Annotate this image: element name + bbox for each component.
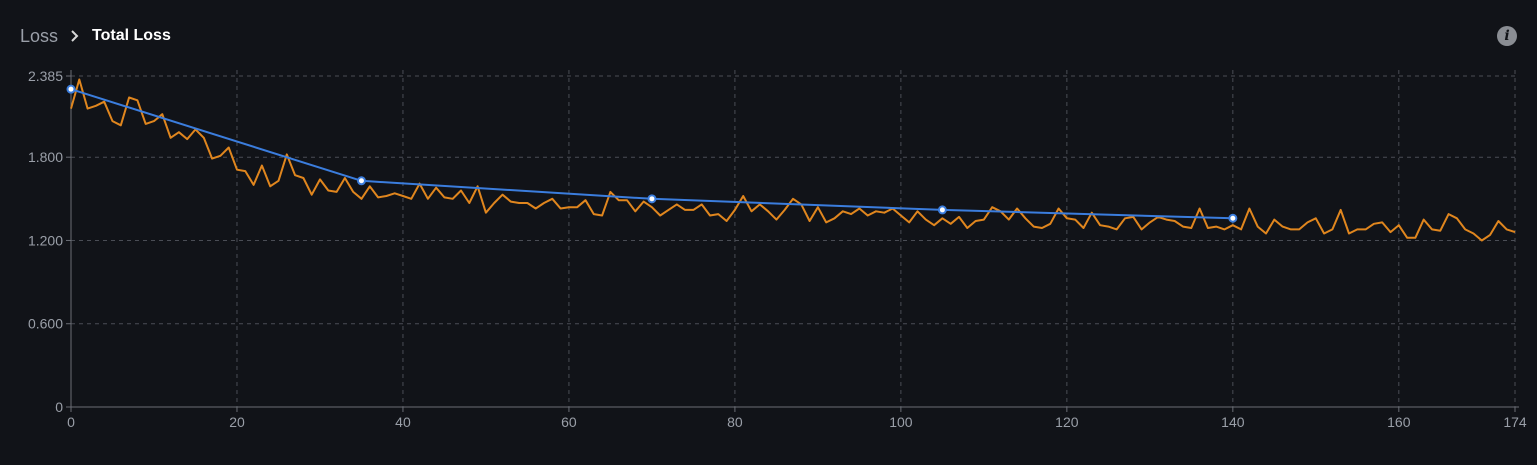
y-tick-label: 1.800 xyxy=(28,149,63,165)
axes xyxy=(66,70,1519,412)
x-tick-label: 60 xyxy=(561,414,577,430)
tick-labels: 0 20 40 60 80 100 120 140 160 174 0 0.600 1.200 1.800… xyxy=(28,68,1527,430)
x-tick-label: 80 xyxy=(727,414,743,430)
x-tick-label: 100 xyxy=(889,414,913,430)
grid xyxy=(71,70,1519,408)
smoothed-loss-point[interactable] xyxy=(356,176,366,186)
info-icon[interactable]: i xyxy=(1497,26,1517,46)
x-tick-label: 120 xyxy=(1055,414,1079,430)
smoothed-loss-point[interactable] xyxy=(1228,213,1238,223)
breadcrumb-current: Total Loss xyxy=(92,27,171,44)
x-tick-label: 0 xyxy=(67,414,75,430)
x-tick-label: 40 xyxy=(395,414,411,430)
raw-loss-line xyxy=(70,78,1516,242)
x-tick-label: 20 xyxy=(229,414,245,430)
smoothed-loss-point[interactable] xyxy=(66,84,76,94)
x-tick-label: 160 xyxy=(1387,414,1411,430)
x-tick-label: 174 xyxy=(1503,414,1527,430)
y-tick-label: 0.600 xyxy=(28,316,63,332)
x-tick-label: 140 xyxy=(1221,414,1245,430)
y-tick-label: 2.385 xyxy=(28,68,63,84)
breadcrumb: Loss Total Loss xyxy=(20,24,171,48)
y-tick-label: 1.200 xyxy=(28,232,63,248)
chevron-right-icon xyxy=(68,29,82,43)
breadcrumb-parent[interactable]: Loss xyxy=(20,25,59,46)
series xyxy=(66,78,1516,242)
smoothed-loss-point[interactable] xyxy=(647,194,657,204)
y-tick-label: 0 xyxy=(55,399,63,415)
smoothed-loss-point[interactable] xyxy=(937,205,947,215)
